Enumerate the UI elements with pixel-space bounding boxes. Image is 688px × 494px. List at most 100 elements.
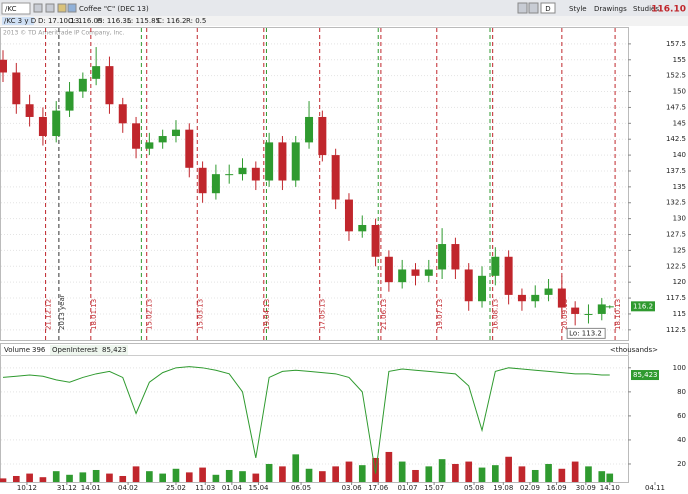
candle-body bbox=[344, 199, 353, 232]
icon[interactable] bbox=[33, 3, 43, 13]
volume-bar bbox=[146, 471, 153, 482]
candle-body bbox=[211, 174, 220, 194]
volume-bar bbox=[225, 469, 233, 482]
volume-bar bbox=[358, 465, 366, 482]
x-tick-label: 25.02 bbox=[166, 484, 186, 492]
event-label: 19.04.13 bbox=[263, 299, 271, 330]
oi-tag-bg bbox=[631, 370, 659, 381]
info-open: O: 116.05 bbox=[68, 17, 102, 25]
legend-oi-value: 85,423 bbox=[102, 346, 127, 354]
volume-bar bbox=[305, 468, 313, 482]
icon[interactable] bbox=[45, 3, 55, 13]
y-tick-label: 135 bbox=[673, 183, 686, 191]
low-tag: Lo: 113.2 bbox=[569, 329, 602, 337]
x-tick-label: 19.08 bbox=[493, 484, 513, 492]
candle-body bbox=[238, 167, 247, 175]
x-tick-label: 02.09 bbox=[520, 484, 540, 492]
candle-body bbox=[78, 78, 87, 92]
y-tick-label: 60 bbox=[677, 412, 686, 420]
candle-body bbox=[305, 116, 314, 143]
volume-bar bbox=[132, 466, 140, 482]
candle-body bbox=[384, 256, 393, 283]
event-label: 21.12.12 bbox=[45, 299, 53, 330]
y-tick-label: 20 bbox=[677, 460, 686, 468]
candle-body bbox=[584, 313, 593, 315]
volume-bar bbox=[385, 451, 393, 482]
x-tick-label: 05.08 bbox=[464, 484, 484, 492]
volume-bar bbox=[279, 466, 286, 482]
last-price: 116.10 bbox=[651, 5, 686, 15]
icon[interactable] bbox=[57, 3, 67, 13]
candle-body bbox=[571, 307, 580, 314]
volume-bar bbox=[598, 471, 606, 482]
info-high: H: 116.35 bbox=[97, 17, 131, 25]
x-tick-label: 16.09 bbox=[547, 484, 567, 492]
candle-body bbox=[251, 167, 260, 181]
volume-bar bbox=[26, 473, 33, 482]
y-tick-label: 120 bbox=[673, 278, 686, 286]
candle-body bbox=[265, 142, 274, 181]
oi-tag: 85,423 bbox=[633, 371, 658, 379]
symbol[interactable]: /KC bbox=[5, 5, 17, 13]
icon[interactable] bbox=[67, 3, 77, 13]
volume-bar bbox=[92, 469, 100, 482]
period[interactable]: D bbox=[545, 5, 550, 13]
volume-bar bbox=[66, 474, 73, 482]
legend-volume-value: 396 bbox=[32, 346, 46, 354]
legend-volume: Volume bbox=[4, 346, 30, 354]
x-tick-label: 11.03 bbox=[195, 484, 215, 492]
volume-bar bbox=[531, 469, 539, 482]
y-tick-label: 115 bbox=[673, 310, 686, 318]
y-tick-label: 137.5 bbox=[666, 167, 686, 175]
x-tick-label: 04.02 bbox=[118, 484, 138, 492]
volume-bar bbox=[79, 472, 87, 482]
candle-body bbox=[0, 59, 7, 73]
style-button[interactable]: Style bbox=[569, 5, 587, 13]
candle-body bbox=[291, 142, 300, 181]
event-label: 21.06.13 bbox=[380, 299, 388, 330]
y-tick-label: 80 bbox=[677, 388, 686, 396]
y-tick-label: 132.5 bbox=[666, 199, 686, 207]
candle-body bbox=[278, 142, 287, 181]
x-tick-label: 31.12 bbox=[57, 484, 77, 492]
x-tick-label: 17.06 bbox=[368, 484, 389, 492]
volume-bar bbox=[452, 463, 459, 482]
event-label: 2013 year bbox=[58, 294, 66, 330]
candle-body bbox=[605, 306, 614, 308]
event-label: 18.01.13 bbox=[90, 299, 98, 330]
candle-body bbox=[438, 244, 447, 270]
candle-body bbox=[478, 275, 487, 302]
y-tick-label: 125 bbox=[673, 246, 686, 254]
symbol-box[interactable] bbox=[1, 2, 31, 15]
x-tick-label: 14.01 bbox=[81, 484, 101, 492]
candle-body bbox=[52, 110, 61, 137]
volume-bar bbox=[0, 478, 7, 482]
info-close: C: 116.2 bbox=[157, 17, 187, 25]
icon[interactable] bbox=[517, 2, 528, 14]
volume-bar bbox=[585, 466, 592, 482]
candle-body bbox=[185, 129, 194, 168]
y-tick-label: 130 bbox=[673, 215, 686, 223]
y-tick-label: 112.5 bbox=[666, 326, 686, 334]
x-tick-label: 01.04 bbox=[222, 484, 243, 492]
icon[interactable] bbox=[528, 2, 539, 14]
period-box[interactable] bbox=[540, 2, 556, 14]
x-tick-label: 14.10 bbox=[600, 484, 620, 492]
x-tick-label: 03.06 bbox=[342, 484, 363, 492]
volume-bar bbox=[172, 468, 180, 482]
copyright: 2013 © TD Ameritrade IP Company, Inc. bbox=[3, 30, 124, 37]
volume-bar bbox=[425, 466, 433, 482]
volume-bar bbox=[12, 475, 20, 482]
studies-button[interactable]: Studies bbox=[633, 5, 659, 13]
event-label: 16.08.13 bbox=[492, 299, 500, 330]
volume-bar bbox=[545, 463, 552, 482]
volume-bar bbox=[558, 468, 566, 482]
info-date: D: 17.10.13 bbox=[38, 17, 79, 25]
volume-pane bbox=[0, 343, 629, 483]
info-symbol: /KC 3 y D bbox=[4, 17, 36, 25]
info-range: R: 0.5 bbox=[186, 17, 206, 25]
legend-oi: OpenInterest bbox=[52, 346, 98, 354]
drawings-button[interactable]: Drawings bbox=[594, 5, 627, 13]
y-tick-label: 100 bbox=[673, 364, 686, 372]
y-tick-label: 152.5 bbox=[666, 72, 686, 80]
